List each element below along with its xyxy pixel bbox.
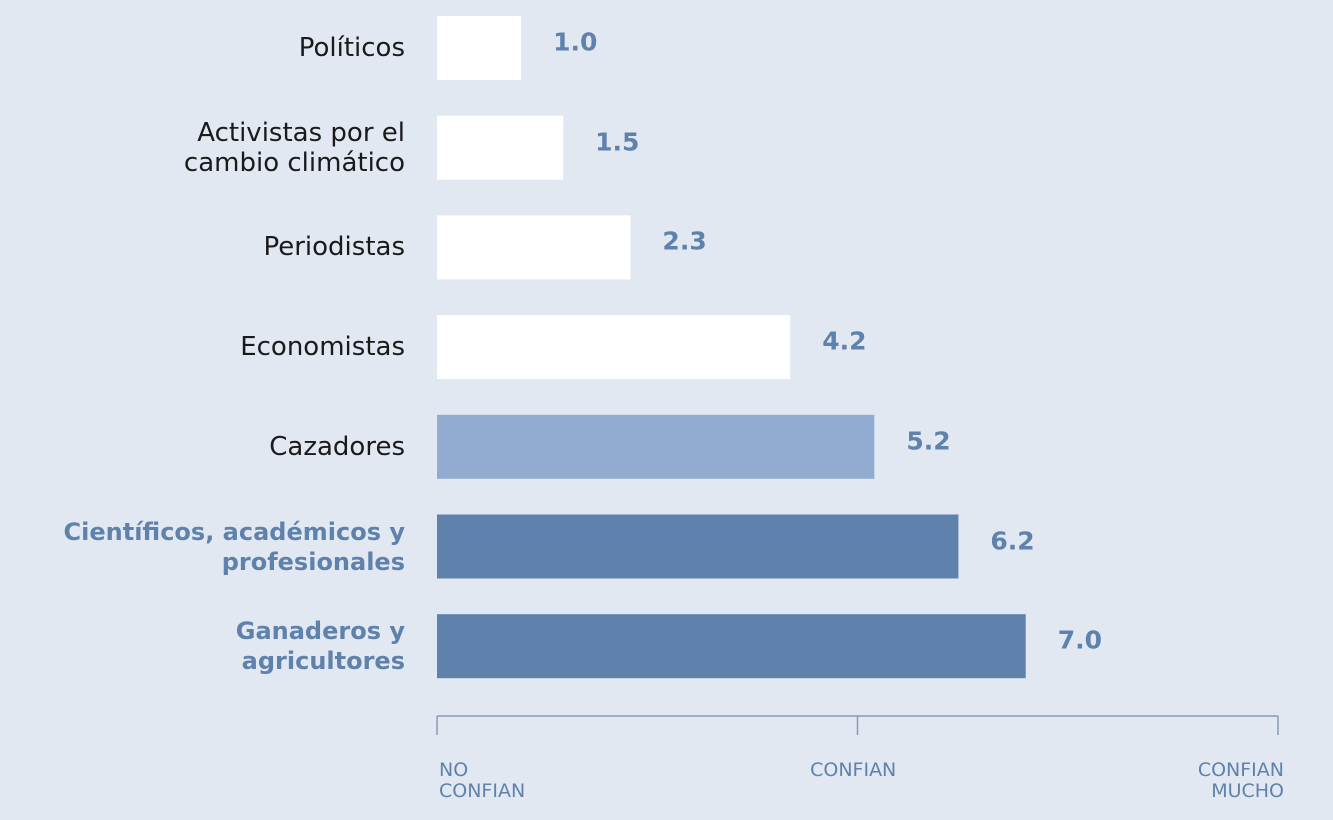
category-label: Científicos, académicos y profesionales <box>63 517 405 576</box>
bar <box>437 514 959 579</box>
x-tick-label: CONFIAN <box>810 759 897 781</box>
x-tick-label: NO CONFIAN <box>439 759 526 802</box>
category-label: Activistas por el cambio climático <box>183 117 405 178</box>
value-label: 4.2 <box>822 326 867 356</box>
x-tick-label: CONFIAN MUCHO <box>1197 759 1284 802</box>
bar <box>437 315 791 380</box>
bar <box>437 215 631 280</box>
bar <box>437 16 522 80</box>
bar <box>437 115 564 180</box>
value-label: 1.5 <box>595 127 640 157</box>
value-label: 6.2 <box>990 526 1035 555</box>
category-label: Economistas <box>240 332 405 363</box>
value-label: 2.3 <box>662 226 707 256</box>
category-label: Periodistas <box>263 232 405 263</box>
value-label: 7.0 <box>1057 625 1102 655</box>
category-label: Cazadores <box>269 431 405 462</box>
bar <box>437 414 875 479</box>
category-label: Ganaderos y agricultores <box>235 617 405 676</box>
value-label: 1.0 <box>553 27 598 57</box>
value-label: 5.2 <box>906 426 951 456</box>
category-label: Políticos <box>298 33 405 63</box>
bar <box>437 614 1026 679</box>
